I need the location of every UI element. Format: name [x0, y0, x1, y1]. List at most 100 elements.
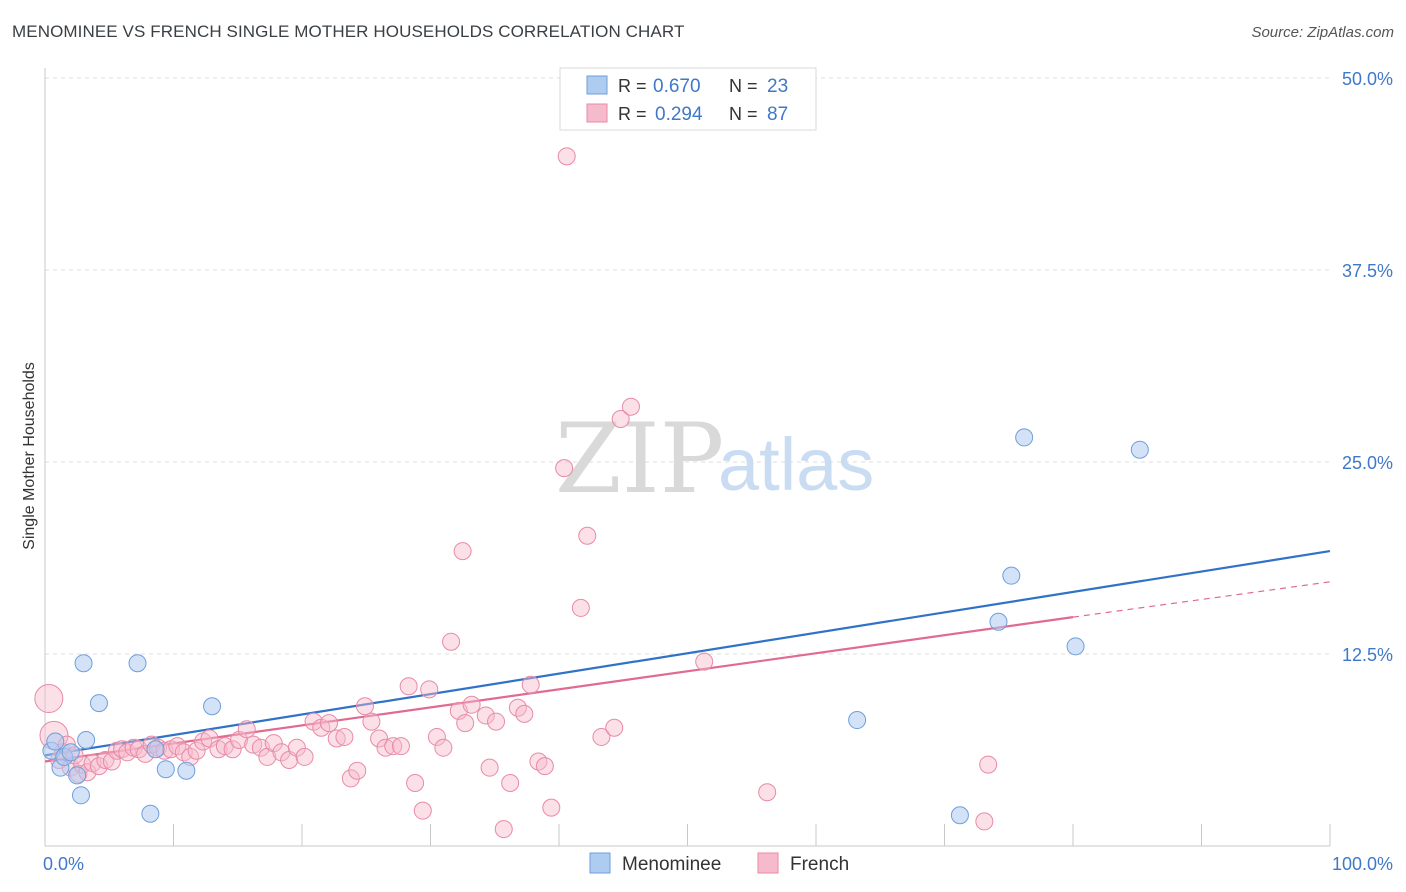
menominee-point: [1015, 428, 1034, 447]
menominee-point: [68, 766, 87, 785]
french-point: [758, 783, 777, 802]
menominee-point: [1130, 440, 1149, 459]
menominee-point: [77, 731, 96, 750]
french-point: [476, 706, 495, 725]
watermark: ZIP atlas: [555, 403, 874, 515]
french-point: [376, 738, 395, 757]
french-trend-extension: [1072, 581, 1331, 618]
y-tick-label: 37.5%: [1342, 261, 1393, 281]
axes: [44, 68, 1331, 847]
french-n-value: 87: [767, 104, 788, 125]
menominee-point: [74, 654, 93, 673]
french-point: [237, 720, 256, 739]
french-point: [456, 714, 475, 733]
menominee-point: [141, 804, 160, 823]
menominee-swatch: [586, 75, 608, 95]
tick-labels: 12.5% 25.0% 37.5% 50.0% 0.0% 100.0%: [43, 69, 1393, 874]
french-point: [611, 409, 630, 428]
french-point: [542, 798, 561, 817]
french-point: [348, 761, 367, 780]
menominee-point: [950, 806, 969, 825]
french-point: [494, 820, 513, 839]
french-point: [223, 740, 242, 759]
legend-french-swatch: [757, 852, 779, 874]
menominee-point: [128, 654, 147, 673]
x-tick-label: 100.0%: [1332, 854, 1393, 874]
menominee-r-label: R =: [618, 76, 647, 96]
french-point: [592, 727, 611, 746]
french-point: [453, 542, 472, 561]
french-point: [264, 734, 283, 753]
french-point: [427, 727, 446, 746]
y-tick-label: 25.0%: [1342, 453, 1393, 473]
french-r-value: 0.294: [655, 104, 703, 125]
french-point: [535, 757, 554, 776]
menominee-trend-line: [44, 550, 1331, 757]
french-swatch: [586, 103, 608, 123]
french-point: [327, 729, 346, 748]
french-point: [420, 680, 439, 699]
french-point: [174, 743, 193, 762]
menominee-point: [71, 786, 90, 805]
french-n-label: N =: [729, 104, 758, 124]
menominee-point: [848, 711, 867, 730]
x-tick-label: 0.0%: [43, 854, 84, 874]
french-point: [515, 704, 534, 723]
watermark-zip: ZIP: [555, 403, 724, 515]
french-point: [406, 774, 425, 793]
french-point: [487, 712, 506, 731]
french-point: [462, 695, 481, 714]
french-point: [102, 752, 121, 771]
trend-lines: [44, 550, 1331, 763]
legend-french-label: French: [790, 854, 849, 875]
french-point: [442, 632, 461, 651]
y-tick-label: 50.0%: [1342, 69, 1393, 89]
menominee-point: [89, 694, 108, 713]
french-point: [295, 747, 314, 766]
french-point: [335, 727, 354, 746]
legend-menominee-label: Menominee: [622, 854, 721, 875]
french-point: [480, 758, 499, 777]
data-points: [34, 147, 1149, 839]
menominee-point: [61, 743, 80, 762]
french-point: [399, 677, 418, 696]
menominee-point: [989, 612, 1008, 631]
menominee-r-value: 0.670: [653, 76, 701, 97]
french-point: [529, 752, 548, 771]
y-tick-label: 12.5%: [1342, 645, 1393, 665]
chart-title: MENOMINEE VS FRENCH SINGLE MOTHER HOUSEH…: [12, 22, 685, 41]
grid-lines: [45, 77, 1330, 655]
menominee-point: [46, 732, 65, 751]
french-point: [695, 652, 714, 671]
menominee-point: [203, 697, 222, 716]
french-point: [118, 743, 137, 762]
french-point: [521, 675, 540, 694]
series-legend: Menominee French: [589, 852, 849, 875]
french-point: [341, 769, 360, 788]
y-axis-label: Single Mother Households: [21, 362, 38, 550]
french-point: [434, 738, 453, 757]
french-point: [605, 718, 624, 737]
menominee-point: [177, 761, 196, 780]
french-point: [975, 812, 994, 831]
french-point: [571, 598, 590, 617]
french-point: [557, 147, 576, 166]
menominee-point: [1066, 637, 1085, 656]
source-label: Source: ZipAtlas.com: [1251, 24, 1394, 41]
french-point: [287, 738, 306, 757]
french-point: [355, 697, 374, 716]
french-point: [384, 737, 403, 756]
menominee-point: [1002, 566, 1021, 585]
french-point: [578, 526, 597, 545]
french-point: [391, 737, 410, 756]
french-r-label: R =: [618, 104, 647, 124]
french-point: [362, 712, 381, 731]
french-trend-line: [44, 616, 1074, 763]
french-point: [501, 774, 520, 793]
french-point: [555, 459, 574, 478]
stats-legend: R = 0.670 N = 23 R = 0.294 N = 87: [559, 67, 817, 131]
french-point: [370, 729, 389, 748]
legend-menominee-swatch: [589, 852, 611, 874]
watermark-atlas: atlas: [718, 423, 874, 506]
